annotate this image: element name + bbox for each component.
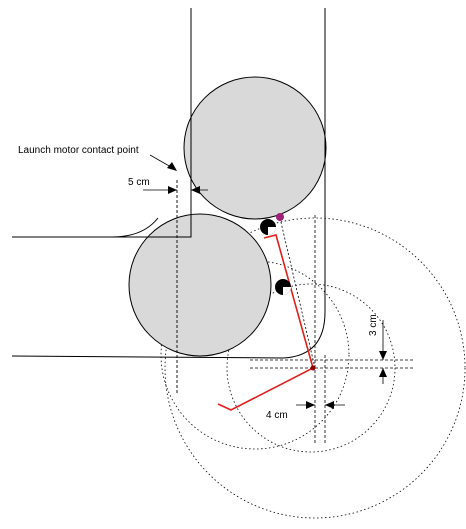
lower-ball <box>128 213 272 357</box>
lever-pivot <box>310 365 316 371</box>
chute-top-curve <box>12 217 159 238</box>
contact-pivot-point <box>276 213 284 221</box>
dim-5cm-label: 5 cm <box>128 177 150 188</box>
dim-3cm-bottom-arrowhead <box>379 368 387 377</box>
lower-roller <box>275 279 291 295</box>
launch-motor-label: Launch motor contact point <box>18 145 139 156</box>
outer-dotted-circle <box>164 217 466 519</box>
dim-3cm-top-arrowhead <box>379 351 387 360</box>
motor-contact-arrowhead <box>167 162 177 171</box>
dim-4cm-left-arrowhead <box>306 401 315 409</box>
dim-4cm-right-arrowhead <box>325 401 334 409</box>
motor-contact-leader <box>149 154 172 168</box>
lever-reference-dotted <box>279 217 316 369</box>
dim-5cm-left-arrowhead <box>168 186 177 194</box>
upper-roller <box>260 219 276 235</box>
dim-5cm-right-arrowhead <box>191 186 200 194</box>
middle-dotted-circle <box>160 260 350 450</box>
dim-4cm-label: 4 cm <box>266 410 288 421</box>
upper-ball <box>183 76 327 220</box>
dim-3cm-label: 3 cm <box>368 314 379 336</box>
chute-right-wall <box>11 8 326 359</box>
chute-left-wall <box>12 8 192 238</box>
